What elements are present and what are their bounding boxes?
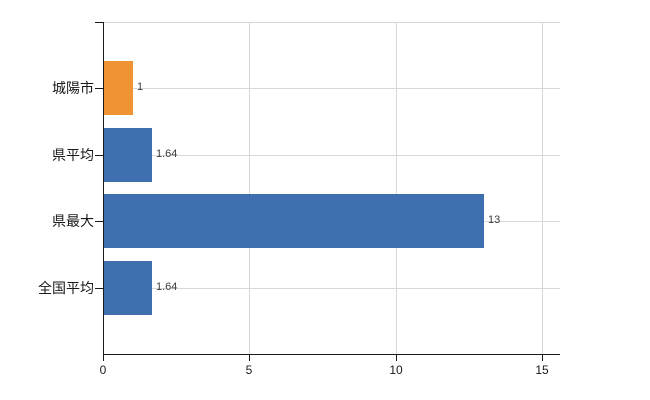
y-axis-tick bbox=[95, 88, 103, 89]
bar-県最大[interactable] bbox=[104, 194, 484, 248]
x-tick-label: 15 bbox=[535, 363, 549, 377]
horizontal-gridline bbox=[103, 155, 560, 156]
horizontal-gridline bbox=[103, 22, 560, 23]
y-axis-tick bbox=[95, 22, 103, 23]
y-axis-tick bbox=[95, 155, 103, 156]
x-axis-tick bbox=[249, 354, 250, 361]
x-axis-tick bbox=[396, 354, 397, 361]
bar-value-label: 1.64 bbox=[156, 148, 178, 160]
horizontal-gridline bbox=[103, 88, 560, 89]
category-label: 城陽市 bbox=[52, 80, 94, 96]
bar-value-label: 1 bbox=[137, 81, 144, 93]
category-label: 県平均 bbox=[52, 147, 94, 163]
x-axis-line bbox=[103, 354, 560, 355]
x-tick-label: 0 bbox=[99, 363, 107, 377]
x-tick-label: 10 bbox=[389, 363, 403, 377]
y-axis-tick bbox=[95, 221, 103, 222]
vertical-gridline bbox=[396, 22, 397, 354]
category-label: 県最大 bbox=[52, 213, 94, 229]
bar-value-label: 13 bbox=[488, 214, 501, 226]
horizontal-gridline bbox=[103, 288, 560, 289]
x-tick-label: 5 bbox=[245, 363, 253, 377]
bar-県平均[interactable] bbox=[104, 128, 152, 182]
vertical-gridline bbox=[542, 22, 543, 354]
x-axis-tick bbox=[542, 354, 543, 361]
category-label: 全国平均 bbox=[38, 280, 94, 296]
y-axis-line bbox=[103, 22, 104, 355]
bar-城陽市[interactable] bbox=[104, 61, 133, 115]
bar-value-label: 1.64 bbox=[156, 281, 178, 293]
y-axis-tick bbox=[95, 288, 103, 289]
vertical-gridline bbox=[249, 22, 250, 354]
bar-全国平均[interactable] bbox=[104, 261, 152, 315]
x-axis-tick bbox=[103, 354, 104, 361]
